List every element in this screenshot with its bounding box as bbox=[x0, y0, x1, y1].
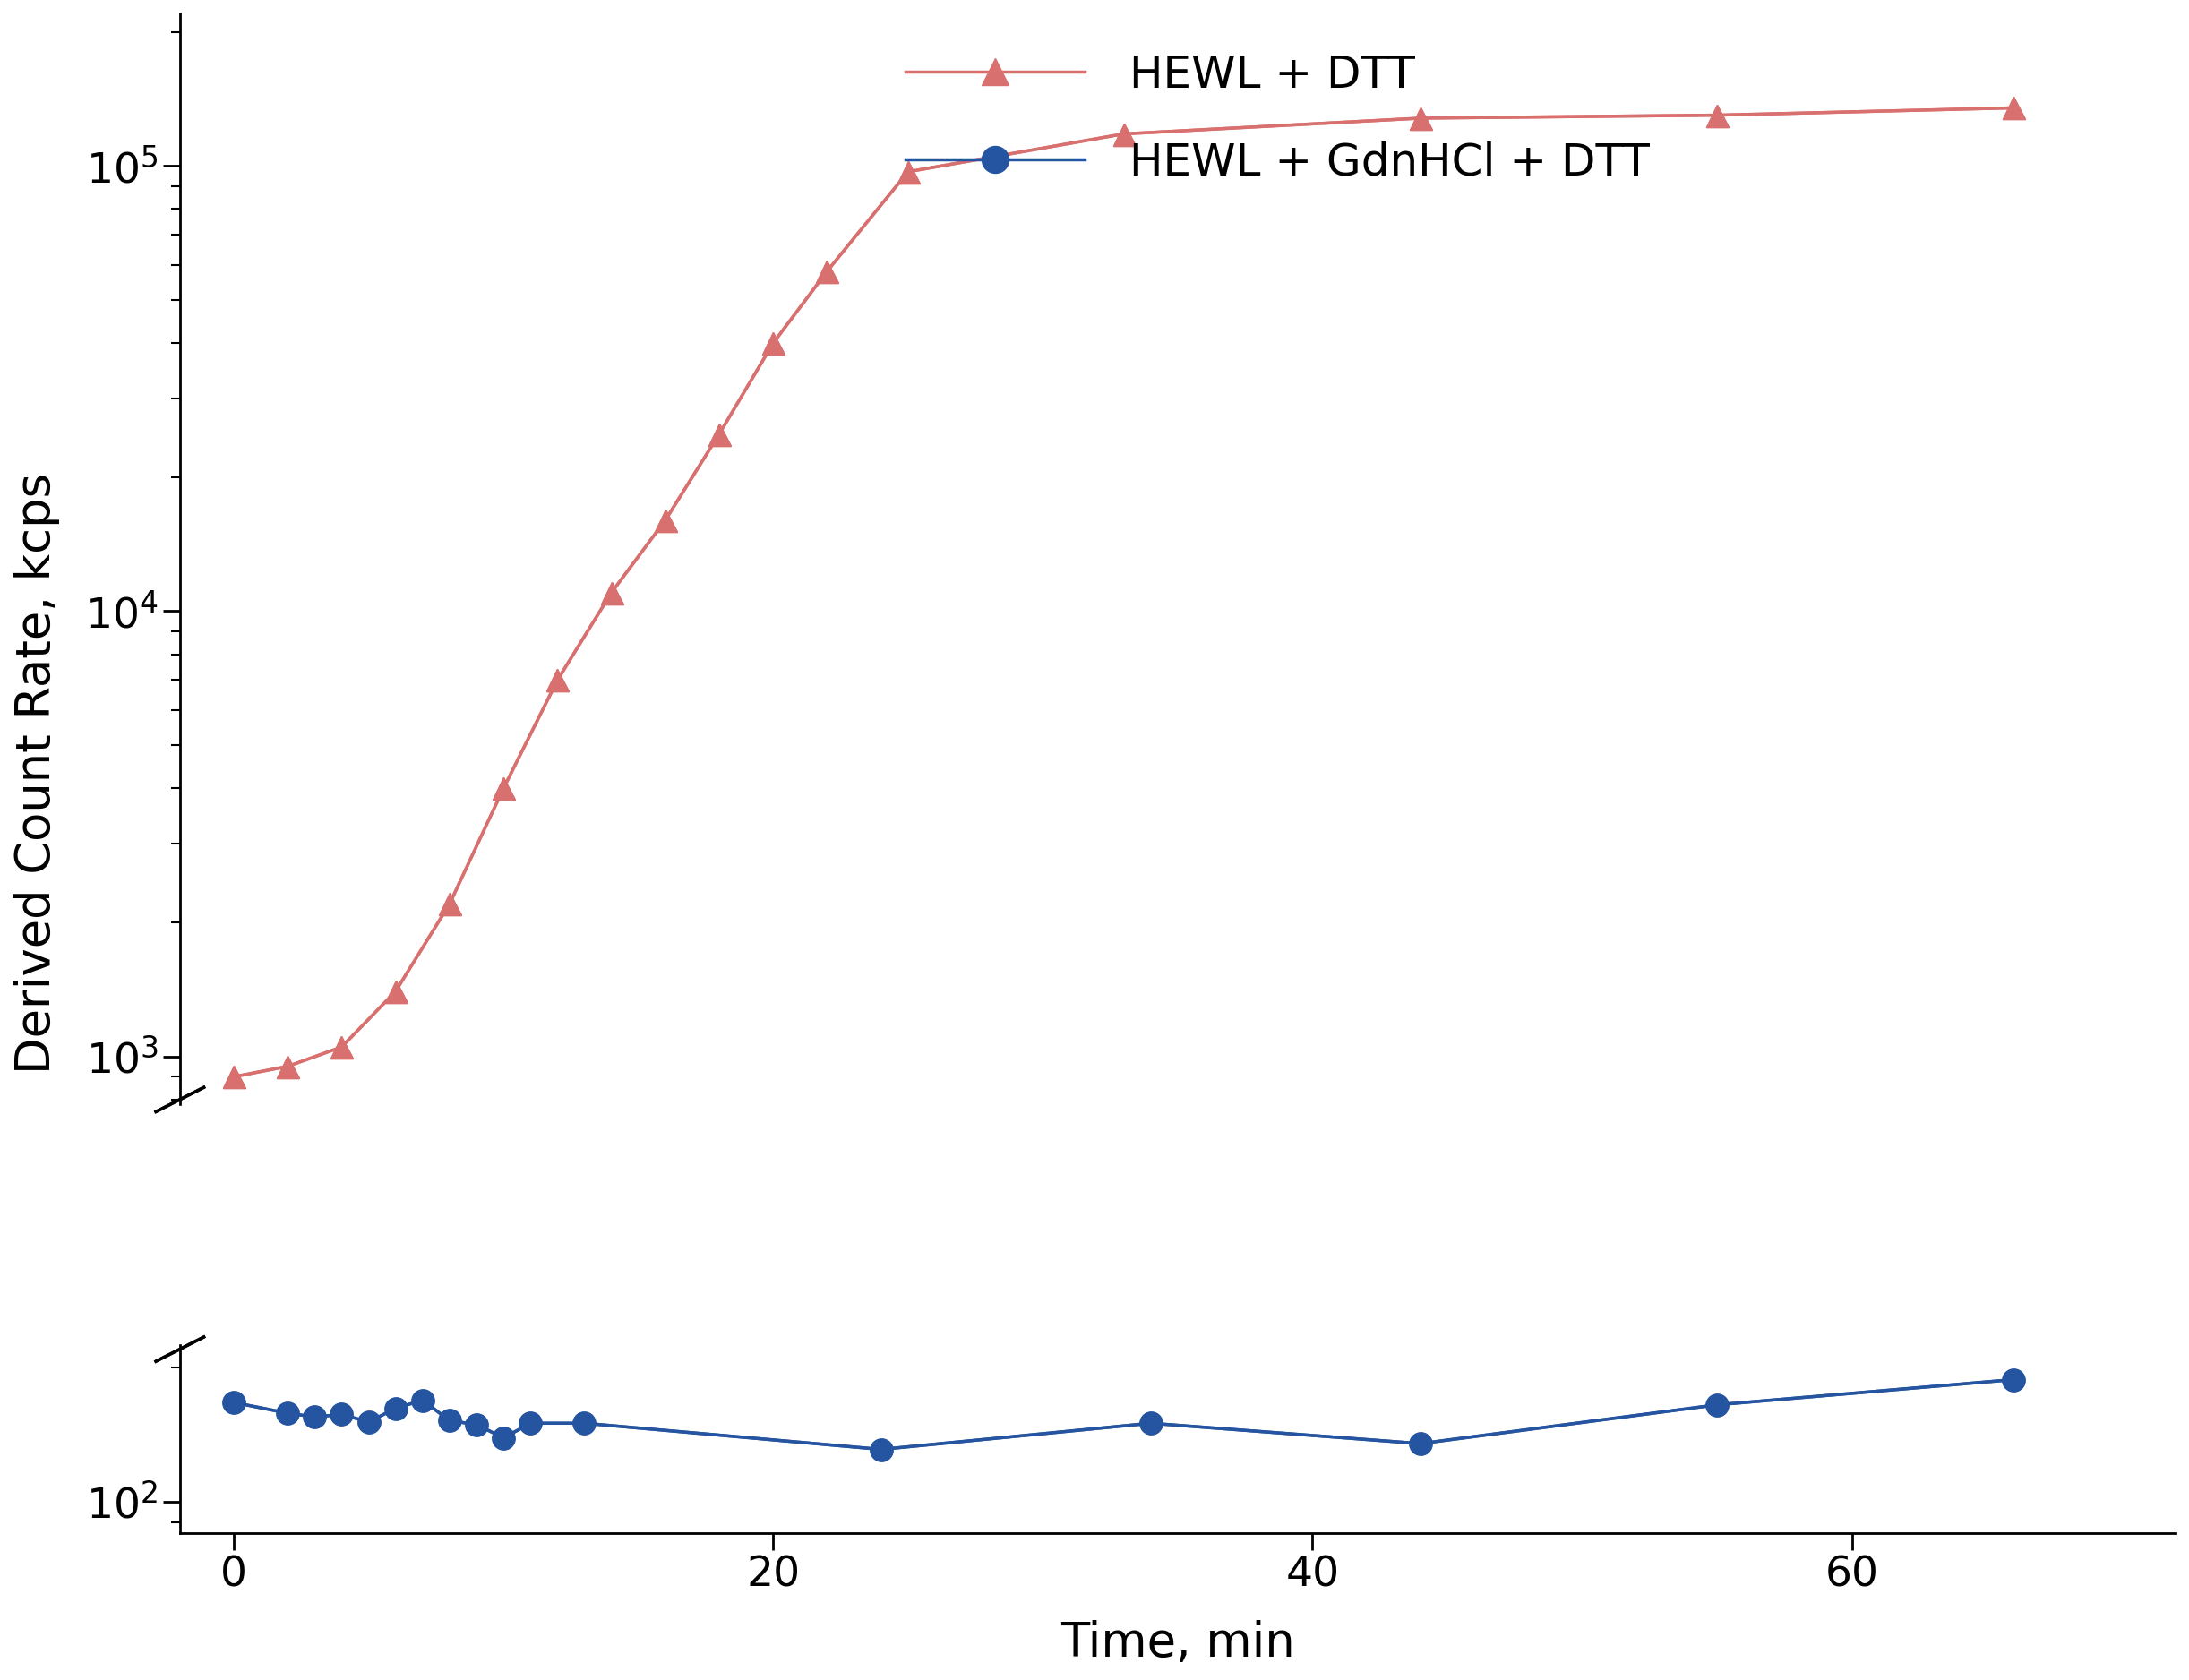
X-axis label: Time, min: Time, min bbox=[1059, 1620, 1296, 1667]
Bar bbox=[179, 1105, 2176, 1342]
HEWL + GdnHCl + DTT bbox=[464, 1415, 490, 1435]
Y-axis label: Derived Count Rate, kcps: Derived Count Rate, kcps bbox=[13, 472, 59, 1074]
HEWL + GdnHCl + DTT bbox=[490, 1428, 517, 1448]
HEWL + GdnHCl + DTT bbox=[383, 1398, 409, 1418]
HEWL + GdnHCl + DTT bbox=[274, 1403, 300, 1423]
Line: HEWL + GdnHCl + DTT: HEWL + GdnHCl + DTT bbox=[223, 1369, 2025, 1460]
HEWL + DTT bbox=[814, 260, 841, 281]
HEWL + DTT bbox=[1703, 106, 1729, 126]
HEWL + DTT bbox=[221, 1067, 247, 1087]
HEWL + GdnHCl + DTT bbox=[571, 1413, 598, 1433]
HEWL + DTT bbox=[383, 981, 409, 1001]
HEWL + GdnHCl + DTT bbox=[409, 1389, 436, 1410]
HEWL + GdnHCl + DTT bbox=[221, 1393, 247, 1413]
HEWL + DTT bbox=[436, 894, 462, 914]
HEWL + DTT bbox=[1110, 124, 1136, 144]
HEWL + DTT bbox=[652, 511, 679, 531]
HEWL + GdnHCl + DTT bbox=[1138, 1413, 1165, 1433]
HEWL + GdnHCl + DTT bbox=[1408, 1433, 1434, 1453]
HEWL + GdnHCl + DTT bbox=[867, 1440, 893, 1460]
HEWL + GdnHCl + DTT bbox=[328, 1404, 355, 1425]
Legend: HEWL + DTT, HEWL + GdnHCl + DTT: HEWL + DTT, HEWL + GdnHCl + DTT bbox=[887, 35, 1668, 202]
HEWL + DTT bbox=[545, 670, 571, 690]
Bar bbox=[140, 1105, 219, 1342]
HEWL + GdnHCl + DTT bbox=[302, 1406, 328, 1426]
HEWL + DTT bbox=[895, 161, 922, 181]
HEWL + GdnHCl + DTT bbox=[2001, 1369, 2027, 1389]
HEWL + DTT bbox=[707, 423, 733, 444]
HEWL + DTT bbox=[274, 1057, 300, 1077]
HEWL + DTT bbox=[328, 1037, 355, 1057]
HEWL + GdnHCl + DTT bbox=[355, 1411, 381, 1431]
Bar bbox=[179, 1109, 2176, 1339]
HEWL + DTT bbox=[598, 583, 624, 603]
HEWL + GdnHCl + DTT bbox=[517, 1413, 543, 1433]
HEWL + DTT bbox=[2001, 97, 2027, 118]
Line: HEWL + DTT: HEWL + DTT bbox=[223, 97, 2025, 1089]
HEWL + DTT bbox=[1408, 108, 1434, 128]
HEWL + GdnHCl + DTT bbox=[1703, 1394, 1729, 1415]
HEWL + GdnHCl + DTT bbox=[436, 1411, 462, 1431]
HEWL + DTT bbox=[760, 333, 786, 353]
HEWL + DTT bbox=[490, 778, 517, 798]
